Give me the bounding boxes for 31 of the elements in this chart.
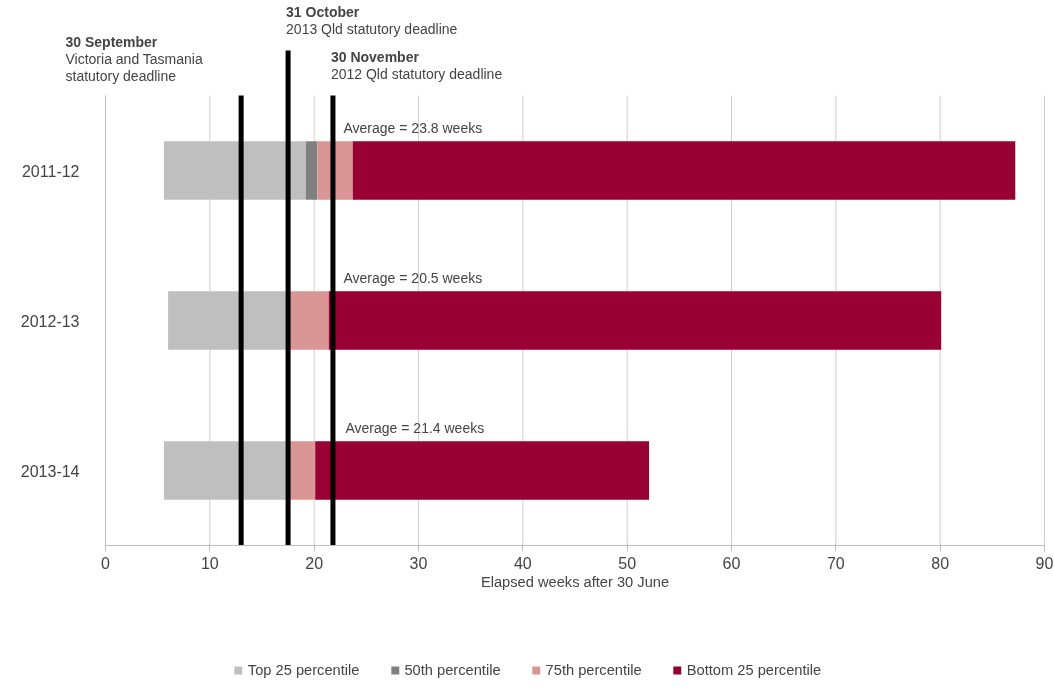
x-tick-label: 40 [513, 554, 532, 572]
ref-line-label: 30 September Victoria and Tasmania statutory deadline [65, 33, 203, 85]
bar [328, 291, 942, 350]
y-tick-label: 2012-13 [20, 312, 80, 330]
x-tick-label: 30 [409, 554, 428, 572]
x-tick-label: 50 [618, 554, 637, 572]
bar [315, 441, 650, 500]
bar [163, 441, 288, 500]
legend-label: Bottom 25 percentile [686, 662, 822, 678]
y-tick-label: 2011-12 [21, 162, 80, 180]
annotation: Average = 23.8 weeks [343, 120, 483, 137]
bar [305, 141, 318, 200]
legend-label: 50th percentile [404, 662, 501, 678]
x-tick-label: 60 [722, 554, 741, 572]
x-tick-label: 70 [826, 554, 845, 572]
ref-line-label: 31 October 2013 Qld statutory deadline [286, 3, 458, 37]
bar [168, 291, 288, 350]
x-tick-label: 20 [305, 554, 324, 572]
x-tick-label: 80 [931, 554, 950, 572]
x-tick-label: 90 [1035, 554, 1054, 572]
legend-label: Top 25 percentile [247, 662, 360, 678]
annotation: Average = 21.4 weeks [345, 420, 485, 437]
legend-label: 75th percentile [545, 662, 642, 678]
annotation: Average = 20.5 weeks [343, 270, 483, 287]
bar [163, 141, 306, 200]
x-tick-label: 10 [200, 554, 219, 572]
bar [352, 141, 1016, 200]
x-axis-title: Elapsed weeks after 30 June [480, 573, 670, 590]
ref-line-label: 30 November 2012 Qld statutory deadline [330, 48, 503, 82]
x-tick-label: 0 [101, 554, 111, 572]
y-tick-label: 2013-14 [20, 462, 80, 480]
